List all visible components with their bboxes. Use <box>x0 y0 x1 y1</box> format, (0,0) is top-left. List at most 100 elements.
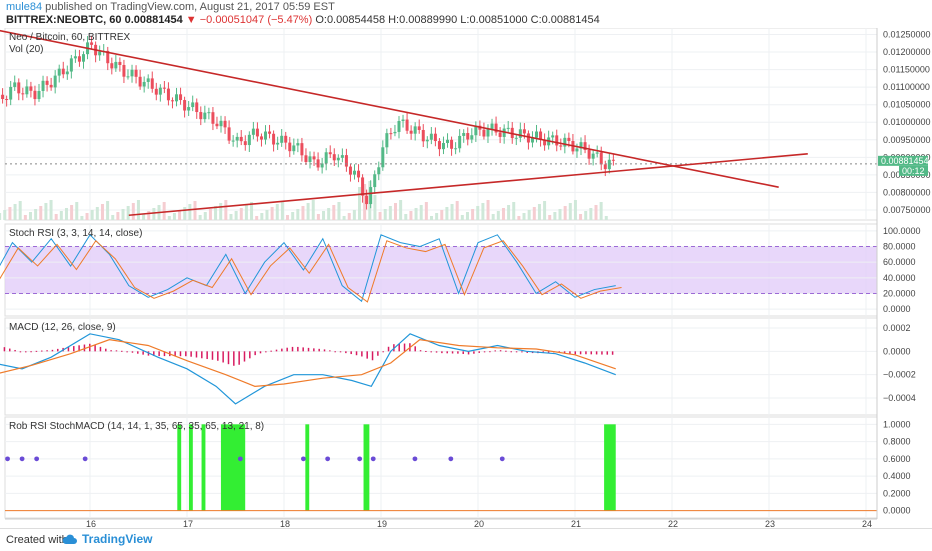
last-price: 0.00881454 <box>125 14 183 26</box>
volume-bar <box>574 200 577 220</box>
volume-bar <box>358 187 361 220</box>
tradingview-logo[interactable]: TradingView <box>62 532 152 546</box>
volume-bar <box>425 202 428 220</box>
macd-hist-bar <box>254 351 256 355</box>
volume-bar <box>50 200 53 220</box>
candle-body <box>588 150 591 159</box>
candle-body <box>559 145 562 146</box>
volume-bar <box>24 215 27 220</box>
volume-bar <box>497 211 500 220</box>
candle-body <box>78 56 81 61</box>
candle-body <box>337 158 340 161</box>
volume-bar <box>420 205 423 220</box>
volume-bar <box>60 211 63 220</box>
volume-bar <box>14 204 17 220</box>
y-tick-label: 0.00800000 <box>883 187 931 197</box>
macd-hist-bar <box>591 351 593 354</box>
macd-hist-bar <box>596 351 598 354</box>
candle-body <box>365 196 368 204</box>
candle-body <box>211 112 214 124</box>
volume-bar <box>281 201 284 220</box>
candle-body <box>240 137 243 141</box>
y-tick-label: 0.00950000 <box>883 135 931 145</box>
volume-bar <box>3 210 6 220</box>
candle-body <box>260 136 263 139</box>
candle-body <box>406 120 409 131</box>
volume-bar <box>327 208 330 220</box>
macd-hist-bar <box>398 344 400 351</box>
candle-body <box>21 93 24 94</box>
volume-bar <box>538 204 541 220</box>
macd-hist-bar <box>361 351 363 356</box>
candle-body <box>98 52 101 56</box>
candle-body <box>612 160 615 161</box>
macd-hist-bar <box>366 351 368 358</box>
candle-body <box>131 70 134 77</box>
macd-hist-bar <box>9 349 11 352</box>
macd-hist-bar <box>121 351 123 352</box>
macd-hist-bar <box>516 351 518 352</box>
candle-body <box>110 63 113 68</box>
candle-body <box>122 65 125 77</box>
y-tick-label: 0.0000 <box>883 304 911 314</box>
volume-bar <box>240 208 243 220</box>
volume-bar <box>373 195 376 220</box>
candle-body <box>25 86 28 94</box>
volume-bar <box>193 201 196 220</box>
volume-bar <box>265 210 268 220</box>
signal-dot <box>500 456 505 461</box>
volume-bar <box>29 212 32 220</box>
volume-bar <box>137 200 140 220</box>
footer: Created with TradingView <box>0 528 932 551</box>
rob-rsi-title: Rob RSI StochMACD (14, 14, 1, 35, 65, 35… <box>9 421 264 432</box>
macd-hist-bar <box>265 351 267 352</box>
candle-body <box>171 100 174 101</box>
signal-dot <box>413 456 418 461</box>
candle-body <box>304 155 307 162</box>
macd-hist-bar <box>185 351 187 356</box>
candle-body <box>187 107 190 110</box>
macd-hist-bar <box>473 351 475 353</box>
candle-body <box>333 154 336 160</box>
macd-hist-bar <box>484 351 486 352</box>
candle-body <box>353 171 356 175</box>
candle-body <box>232 141 235 142</box>
macd-hist-bar <box>478 351 480 353</box>
candle-body <box>195 102 198 112</box>
macd-hist-bar <box>575 351 577 354</box>
candle-body <box>33 91 36 99</box>
macd-hist-bar <box>500 350 502 351</box>
candle-body <box>313 156 316 159</box>
candle-body <box>575 149 578 152</box>
candle-body <box>402 120 405 121</box>
chart-area[interactable]: 0.012500000.012000000.011500000.01100000… <box>0 28 932 528</box>
volume-bar <box>296 209 299 220</box>
candle-body <box>42 81 45 91</box>
candle-body <box>499 132 502 136</box>
candle-body <box>220 121 223 126</box>
volume-bar <box>332 205 335 220</box>
y-tick-label: 0.01200000 <box>883 47 931 57</box>
candle-body <box>563 138 566 147</box>
candle-body <box>604 164 607 169</box>
candle-body <box>292 145 295 151</box>
candle-body <box>470 135 473 139</box>
macd-hist-bar <box>372 351 374 360</box>
candle-body <box>329 152 332 154</box>
signal-dot <box>301 456 306 461</box>
candle-body <box>66 72 69 75</box>
macd-hist-bar <box>25 351 27 352</box>
volume-bar <box>116 212 119 220</box>
signal-bar <box>604 424 616 510</box>
volume-bar <box>291 212 294 220</box>
author-link[interactable]: mule84 <box>6 1 42 13</box>
macd-hist-bar <box>212 351 214 359</box>
y-tick-label: 0.6000 <box>883 454 911 464</box>
volume-bar <box>553 212 556 220</box>
candle-body <box>248 135 251 145</box>
candle-body <box>70 58 73 71</box>
y-tick-label: 0.0002 <box>883 323 911 333</box>
candle-body <box>410 131 413 134</box>
candle-body <box>252 129 255 135</box>
candle-body <box>284 136 287 143</box>
